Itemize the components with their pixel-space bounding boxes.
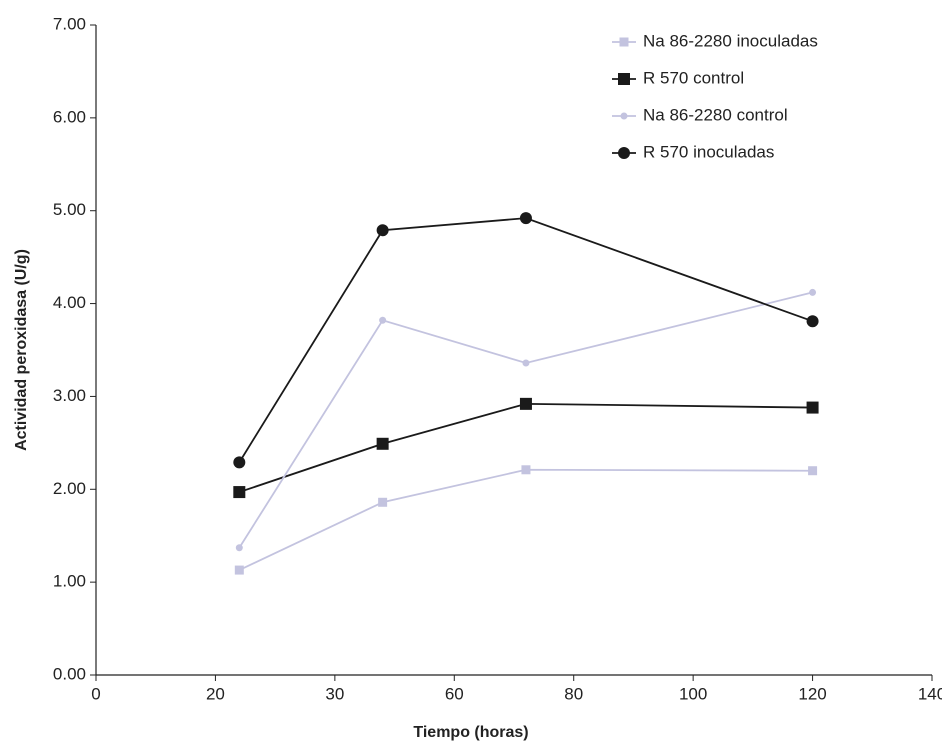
x-tick-label: 80 bbox=[564, 684, 583, 703]
data-point bbox=[806, 315, 819, 328]
legend-marker bbox=[618, 147, 630, 159]
y-tick-label: 0.00 bbox=[53, 664, 86, 683]
legend-label: Na 86-2280 control bbox=[643, 105, 788, 124]
data-point bbox=[519, 397, 532, 410]
series-line bbox=[238, 217, 813, 463]
x-tick-label: 100 bbox=[679, 684, 707, 703]
data-point bbox=[809, 288, 817, 296]
y-axis-label: Actividad peroxidasa (U/g) bbox=[13, 249, 30, 451]
data-point bbox=[519, 212, 532, 225]
legend-label: Na 86-2280 inoculadas bbox=[643, 31, 818, 50]
x-tick-label: 120 bbox=[798, 684, 826, 703]
legend-label: R 570 control bbox=[643, 68, 744, 87]
data-point bbox=[379, 316, 387, 324]
legend-marker bbox=[620, 112, 628, 120]
y-tick-label: 4.00 bbox=[53, 293, 86, 312]
data-point bbox=[233, 456, 246, 469]
legend-marker bbox=[618, 73, 630, 85]
data-point bbox=[808, 466, 818, 476]
legend-label: R 570 inoculadas bbox=[643, 142, 774, 161]
data-point bbox=[521, 465, 531, 475]
series-line bbox=[238, 468, 813, 571]
data-point bbox=[234, 565, 244, 575]
y-tick-label: 7.00 bbox=[53, 14, 86, 33]
x-tick-label: 60 bbox=[445, 684, 464, 703]
data-point bbox=[522, 359, 530, 367]
data-point bbox=[376, 224, 389, 237]
y-tick-label: 1.00 bbox=[53, 572, 86, 591]
x-tick-label: 0 bbox=[91, 684, 100, 703]
x-tick-label: 30 bbox=[325, 684, 344, 703]
x-axis-label: Tiempo (horas) bbox=[413, 724, 528, 741]
series-line bbox=[238, 291, 813, 549]
x-tick-label: 140 bbox=[918, 684, 942, 703]
y-tick-label: 5.00 bbox=[53, 200, 86, 219]
y-tick-label: 3.00 bbox=[53, 386, 86, 405]
data-point bbox=[235, 544, 243, 552]
series-line bbox=[239, 402, 813, 493]
data-point bbox=[378, 497, 388, 507]
y-tick-label: 6.00 bbox=[53, 107, 86, 126]
data-point bbox=[233, 486, 246, 499]
data-point bbox=[376, 437, 389, 450]
data-point bbox=[806, 401, 819, 414]
x-tick-label: 20 bbox=[206, 684, 225, 703]
y-tick-label: 2.00 bbox=[53, 479, 86, 498]
legend-marker bbox=[619, 37, 629, 47]
